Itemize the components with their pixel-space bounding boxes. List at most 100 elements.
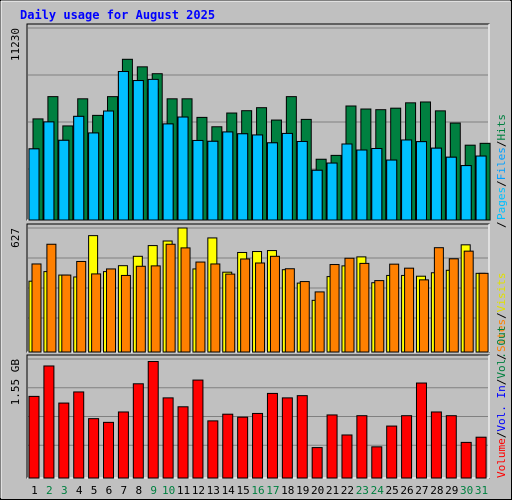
x-tick-label-24: 24 xyxy=(371,484,385,497)
bar-sites-10 xyxy=(165,243,176,353)
bar-volume-8 xyxy=(132,383,144,479)
bar-sites-11 xyxy=(180,247,191,353)
bar-sites-16 xyxy=(255,262,266,353)
bar-sites-19 xyxy=(299,281,310,353)
bar-volume-30 xyxy=(460,441,472,479)
bar-pages-29 xyxy=(445,156,457,221)
bar-volume-9 xyxy=(147,361,159,479)
bar-sites-13 xyxy=(210,263,221,353)
series-volume xyxy=(28,361,487,479)
x-tick-label-6: 6 xyxy=(106,484,113,497)
x-tick-label-29: 29 xyxy=(445,484,458,497)
bar-pages-10 xyxy=(162,123,174,221)
x-tick-label-20: 20 xyxy=(311,484,324,497)
x-tick-label-11: 11 xyxy=(177,484,190,497)
x-tick-label-19: 19 xyxy=(296,484,309,497)
x-axis-labels: 1 2 3 4 5 6 7 8 9 10 11 12 13 14 15 16 17 18 19 20 21 22 23 24 2… xyxy=(31,484,488,497)
bar-sites-17 xyxy=(269,255,280,353)
bar-pages-31 xyxy=(475,155,487,221)
bar-pages-2 xyxy=(43,121,55,221)
x-tick-label-15: 15 xyxy=(236,484,249,497)
x-tick-label-27: 27 xyxy=(415,484,428,497)
bar-pages-6 xyxy=(103,110,115,221)
bar-pages-1 xyxy=(28,148,40,221)
bar-volume-2 xyxy=(43,365,55,479)
bar-volume-31 xyxy=(475,436,487,479)
bar-sites-26 xyxy=(404,267,415,353)
bar-volume-5 xyxy=(88,418,100,479)
legend-item-sites: Sites xyxy=(495,319,508,352)
legend-separator: / xyxy=(495,221,508,228)
bar-volume-19 xyxy=(296,395,308,479)
x-tick-label-26: 26 xyxy=(400,484,413,497)
bar-pages-16 xyxy=(252,134,264,221)
bar-pages-8 xyxy=(132,80,144,221)
bar-pages-7 xyxy=(117,71,129,221)
bar-pages-15 xyxy=(237,133,249,221)
bar-sites-30 xyxy=(463,250,474,353)
x-tick-label-28: 28 xyxy=(430,484,443,497)
bar-pages-5 xyxy=(88,132,100,221)
legend-separator: / xyxy=(495,312,508,319)
series-pages xyxy=(28,71,487,221)
bar-pages-18 xyxy=(281,132,293,221)
bar-pages-25 xyxy=(386,159,398,221)
x-tick-label-23: 23 xyxy=(356,484,369,497)
bar-sites-8 xyxy=(135,265,146,353)
bar-sites-25 xyxy=(389,263,400,353)
legend-item-volume: Volume xyxy=(495,438,508,478)
bar-sites-23 xyxy=(359,262,370,353)
legend-separator: / xyxy=(495,379,508,386)
bar-volume-21 xyxy=(326,414,338,479)
bar-sites-28 xyxy=(433,247,444,353)
bar-volume-24 xyxy=(371,446,383,479)
bar-sites-3 xyxy=(61,274,72,353)
x-tick-label-17: 17 xyxy=(266,484,279,497)
bar-sites-31 xyxy=(478,272,489,353)
bar-pages-4 xyxy=(73,115,85,221)
legend-item-pages: Pages xyxy=(495,187,508,220)
legend-item-files: Files xyxy=(495,147,508,180)
bar-pages-21 xyxy=(326,162,338,221)
bar-pages-12 xyxy=(192,139,204,221)
x-tick-label-13: 13 xyxy=(207,484,220,497)
chart-title: Daily usage for August 2025 xyxy=(20,8,215,22)
bar-pages-26 xyxy=(401,139,413,221)
bar-volume-23 xyxy=(356,415,368,479)
bar-pages-14 xyxy=(222,131,234,221)
bar-volume-20 xyxy=(311,447,323,479)
bar-volume-26 xyxy=(401,415,413,479)
bar-sites-2 xyxy=(46,243,57,353)
bar-pages-28 xyxy=(430,147,442,221)
bar-sites-12 xyxy=(195,261,206,353)
x-tick-label-30: 30 xyxy=(460,484,473,497)
bar-sites-9 xyxy=(150,265,161,353)
x-tick-label-16: 16 xyxy=(251,484,264,497)
legend-separator: / xyxy=(495,141,508,148)
legend: Pages/Files/Hits xyxy=(495,114,508,220)
x-tick-label-14: 14 xyxy=(222,484,236,497)
bar-pages-11 xyxy=(177,116,189,221)
bar-sites-20 xyxy=(314,291,325,353)
x-tick-label-21: 21 xyxy=(326,484,339,497)
bar-pages-13 xyxy=(207,140,219,221)
bar-sites-21 xyxy=(329,264,340,353)
bar-sites-24 xyxy=(374,280,385,353)
bar-pages-17 xyxy=(266,142,278,221)
x-tick-label-12: 12 xyxy=(192,484,205,497)
ymax-label-hits: 11230 xyxy=(9,28,22,61)
bar-volume-4 xyxy=(73,391,85,479)
x-tick-label-25: 25 xyxy=(386,484,399,497)
bar-volume-22 xyxy=(341,434,353,479)
bar-volume-6 xyxy=(103,421,115,479)
legend-separator: / xyxy=(495,353,508,360)
ymax-label-visits: 627 xyxy=(9,228,22,248)
legend: Volume/Vol. In/Vol. Out xyxy=(495,326,508,478)
bar-pages-20 xyxy=(311,169,323,221)
panel-2: 627 xyxy=(9,223,490,353)
bar-volume-16 xyxy=(252,412,264,479)
bar-sites-29 xyxy=(448,258,459,353)
bar-pages-30 xyxy=(460,165,472,221)
bar-sites-1 xyxy=(31,263,42,353)
